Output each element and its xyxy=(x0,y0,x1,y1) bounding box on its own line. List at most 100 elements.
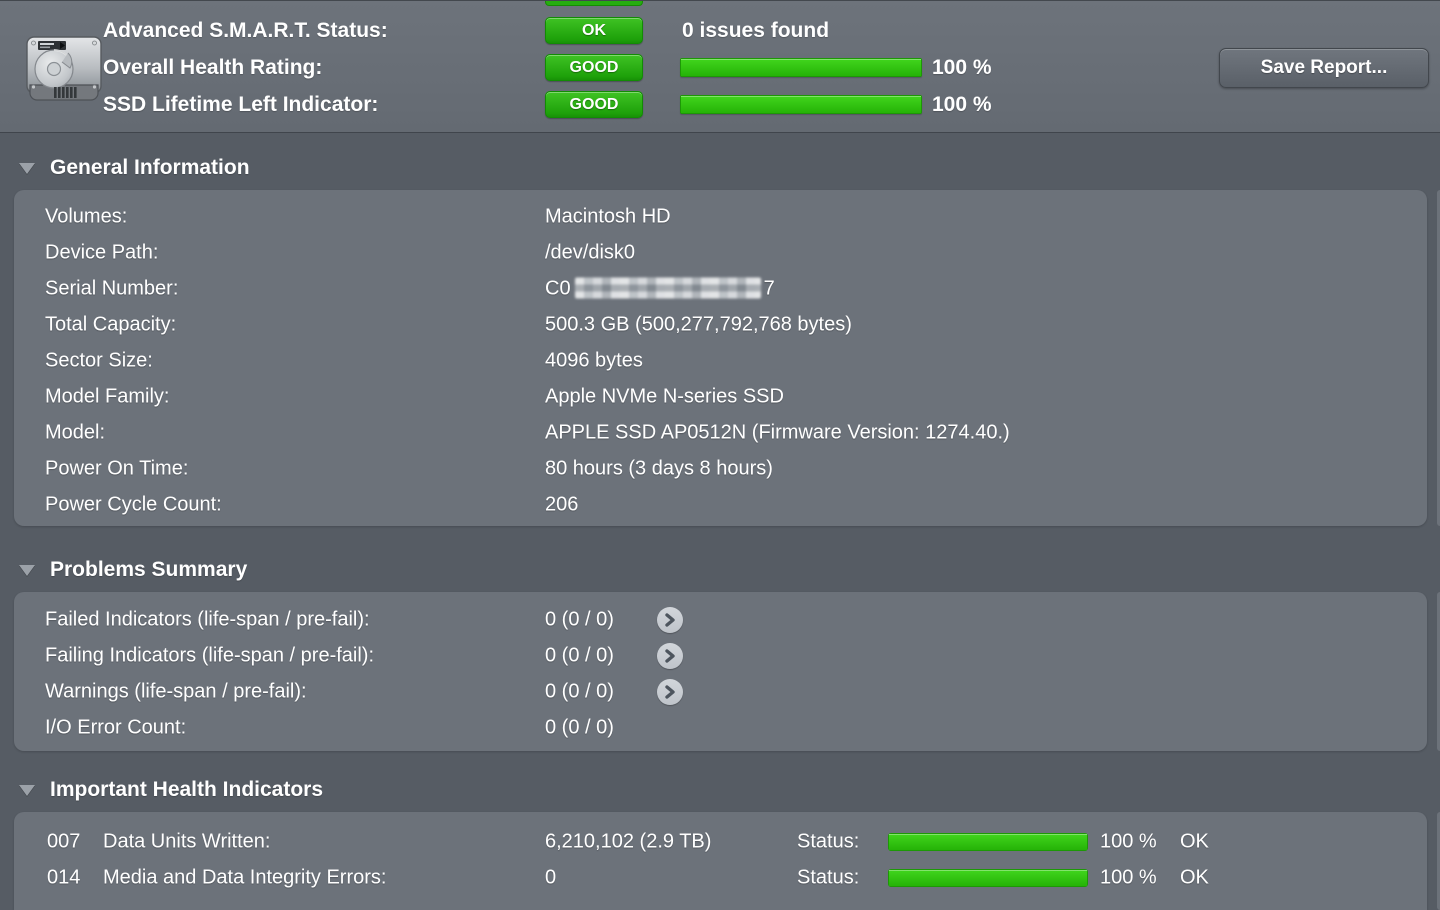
indicator-percent: 100 % xyxy=(1100,830,1157,853)
row-label: Model Family: xyxy=(45,385,170,408)
indicator-row-007: 007 Data Units Written: 6,210,102 (2.9 T… xyxy=(14,824,1427,860)
indicator-status: OK xyxy=(1180,866,1209,889)
summary-header: Advanced S.M.A.R.T. Status: OK 0 issues … xyxy=(0,0,1440,133)
health-rating-percent-row: 100 % xyxy=(932,54,992,81)
row-value: /dev/disk0 xyxy=(545,241,636,264)
info-row-sector-size: Sector Size: 4096 bytes xyxy=(14,343,1427,379)
row-label: Model: xyxy=(45,421,106,444)
indicator-label: Media and Data Integrity Errors: xyxy=(103,866,387,889)
row-value: Macintosh HD xyxy=(545,205,671,228)
row-label: Failing Indicators (life-span / pre-fail… xyxy=(45,644,375,667)
row-label: Power Cycle Count: xyxy=(45,493,222,516)
right-edge-panel-sliver xyxy=(1437,190,1440,526)
indicator-percent: 100 % xyxy=(1100,866,1157,889)
issues-found-row: 0 issues found xyxy=(682,17,829,44)
health-indicators-header: Important Health Indicators xyxy=(0,776,1440,804)
chevron-right-circle-icon[interactable] xyxy=(657,643,683,669)
row-value: Apple NVMe N-series SSD xyxy=(545,385,784,408)
chevron-right-circle-icon[interactable] xyxy=(657,679,683,705)
ssd-lifetime-progressbar xyxy=(680,95,922,114)
row-value: 206 xyxy=(545,493,579,516)
info-row-serial-number: Serial Number: C0 7 xyxy=(14,271,1427,307)
health-rating-progressbar xyxy=(680,58,922,77)
row-label: Total Capacity: xyxy=(45,313,177,336)
indicator-progress-fill xyxy=(889,870,1087,886)
health-rating-progress-fill xyxy=(681,59,921,76)
ssd-lifetime-label: SSD Lifetime Left Indicator: xyxy=(103,92,379,116)
smart-status-row: Advanced S.M.A.R.T. Status: xyxy=(103,17,388,44)
row-value: 500.3 GB (500,277,792,768 bytes) xyxy=(545,313,852,336)
ssd-lifetime-progress-fill xyxy=(681,96,921,113)
row-label: Device Path: xyxy=(45,241,159,264)
info-row-volumes: Volumes: Macintosh HD xyxy=(14,199,1427,235)
row-value-masked: C0 7 xyxy=(545,277,775,301)
row-value: 0 (0 / 0) xyxy=(545,716,614,739)
cropped-badge-sliver xyxy=(545,1,643,6)
info-row-power-on-time: Power On Time: 80 hours (3 days 8 hours) xyxy=(14,451,1427,487)
problem-row-failing: Failing Indicators (life-span / pre-fail… xyxy=(14,638,1427,674)
status-label: Status: xyxy=(797,830,860,853)
row-value: 80 hours (3 days 8 hours) xyxy=(545,457,773,480)
right-edge-panel-sliver xyxy=(1437,812,1440,910)
ssd-lifetime-percent-row: 100 % xyxy=(932,91,992,118)
general-information-title: General Information xyxy=(50,156,250,179)
health-indicators-panel: 007 Data Units Written: 6,210,102 (2.9 T… xyxy=(14,812,1427,910)
indicator-status: OK xyxy=(1180,830,1209,853)
info-row-total-capacity: Total Capacity: 500.3 GB (500,277,792,76… xyxy=(14,307,1427,343)
indicator-id: 007 xyxy=(47,830,81,853)
info-row-power-cycle-count: Power Cycle Count: 206 xyxy=(14,487,1427,523)
general-information-header: General Information xyxy=(0,154,1440,182)
status-label: Status: xyxy=(797,866,860,889)
save-report-button[interactable]: Save Report... xyxy=(1219,48,1429,88)
health-rating-label: Overall Health Rating: xyxy=(103,55,323,79)
problems-summary-title: Problems Summary xyxy=(50,558,248,581)
row-value: APPLE SSD AP0512N (Firmware Version: 127… xyxy=(545,421,1010,444)
health-rating-percent: 100 % xyxy=(932,55,992,79)
ssd-lifetime-badge: GOOD xyxy=(545,91,643,118)
problems-summary-header: Problems Summary xyxy=(0,556,1440,584)
row-value: 0 (0 / 0) xyxy=(545,644,614,667)
row-label: I/O Error Count: xyxy=(45,716,187,739)
serial-prefix: C0 xyxy=(545,277,571,300)
row-label: Serial Number: xyxy=(45,277,179,300)
smart-status-badge: OK xyxy=(545,17,643,44)
health-rating-badge: GOOD xyxy=(545,54,643,81)
general-information-panel: Volumes: Macintosh HD Device Path: /dev/… xyxy=(14,190,1427,526)
health-rating-row: Overall Health Rating: xyxy=(103,54,322,81)
chevron-right-circle-icon[interactable] xyxy=(657,607,683,633)
serial-masked-blur xyxy=(574,277,761,299)
indicator-row-014: 014 Media and Data Integrity Errors: 0 S… xyxy=(14,860,1427,896)
indicator-value: 0 xyxy=(545,866,557,889)
problems-summary-panel: Failed Indicators (life-span / pre-fail)… xyxy=(14,592,1427,751)
ssd-lifetime-percent: 100 % xyxy=(932,92,992,116)
indicator-progressbar xyxy=(888,833,1088,851)
hard-drive-icon xyxy=(24,29,104,107)
triangle-down-icon[interactable] xyxy=(19,162,35,174)
indicator-id: 014 xyxy=(47,866,81,889)
smart-status-label: Advanced S.M.A.R.T. Status: xyxy=(103,18,388,42)
info-row-model: Model: APPLE SSD AP0512N (Firmware Versi… xyxy=(14,415,1427,451)
row-value: 0 (0 / 0) xyxy=(545,608,614,631)
triangle-down-icon[interactable] xyxy=(19,784,35,796)
row-label: Warnings (life-span / pre-fail): xyxy=(45,680,307,703)
info-row-model-family: Model Family: Apple NVMe N-series SSD xyxy=(14,379,1427,415)
serial-suffix: 7 xyxy=(763,277,775,300)
row-label: Sector Size: xyxy=(45,349,153,372)
triangle-down-icon[interactable] xyxy=(19,564,35,576)
health-indicators-title: Important Health Indicators xyxy=(50,778,324,801)
ssd-lifetime-row: SSD Lifetime Left Indicator: xyxy=(103,91,378,118)
problem-row-warnings: Warnings (life-span / pre-fail): 0 (0 / … xyxy=(14,674,1427,710)
row-label: Volumes: xyxy=(45,205,128,228)
issues-found-text: 0 issues found xyxy=(682,18,830,42)
row-value: 0 (0 / 0) xyxy=(545,680,614,703)
indicator-label: Data Units Written: xyxy=(103,830,271,853)
indicator-value: 6,210,102 (2.9 TB) xyxy=(545,830,712,853)
row-label: Failed Indicators (life-span / pre-fail)… xyxy=(45,608,370,631)
info-row-device-path: Device Path: /dev/disk0 xyxy=(14,235,1427,271)
problem-row-failed: Failed Indicators (life-span / pre-fail)… xyxy=(14,602,1427,638)
problem-row-io-errors: I/O Error Count: 0 (0 / 0) xyxy=(14,710,1427,746)
right-edge-panel-sliver xyxy=(1437,592,1440,751)
row-value: 4096 bytes xyxy=(545,349,643,372)
indicator-progress-fill xyxy=(889,834,1087,850)
